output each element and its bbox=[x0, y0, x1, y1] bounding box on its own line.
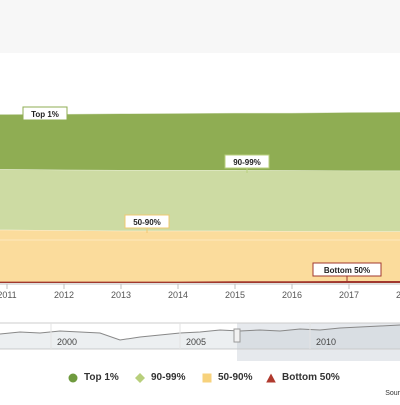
series-areas bbox=[0, 111, 400, 283]
x-tick-label: 2016 bbox=[282, 290, 302, 300]
annotation-text: Top 1% bbox=[31, 110, 59, 119]
navigator-tick-label: 2000 bbox=[57, 337, 77, 347]
navigator-line bbox=[0, 324, 400, 341]
navigator-tick-label: 2010 bbox=[316, 337, 336, 347]
x-tick-label: 2015 bbox=[225, 290, 245, 300]
area-top-1 bbox=[0, 112, 400, 171]
annotation-text: 50-90% bbox=[133, 218, 161, 227]
legend-item-90-99[interactable]: 90-99% bbox=[135, 372, 185, 383]
legend-marker-50-90 bbox=[202, 373, 212, 382]
legend-marker-bottom-50 bbox=[266, 373, 276, 382]
legend-label: Top 1% bbox=[84, 372, 119, 383]
legend-item-50-90[interactable]: 50-90% bbox=[202, 372, 252, 383]
navigator-tick-label: 2005 bbox=[186, 337, 206, 347]
area-90-99 bbox=[0, 169, 400, 232]
legend-label: 50-90% bbox=[218, 372, 253, 383]
source-note: Sour bbox=[385, 390, 400, 397]
top-toolbar-area bbox=[0, 0, 400, 53]
annotation-label: 90-99% bbox=[224, 154, 270, 173]
navigator-area bbox=[0, 325, 400, 349]
legend-marker-top-1 bbox=[68, 373, 78, 382]
x-tick-label: 2013 bbox=[111, 290, 131, 300]
annotation-text: Bottom 50% bbox=[324, 266, 370, 275]
area-50-90 bbox=[0, 229, 400, 282]
annotation-text: 90-99% bbox=[233, 158, 261, 167]
legend-marker-90-99 bbox=[135, 372, 145, 383]
x-tick-label: 2011 bbox=[0, 290, 17, 300]
legend-label: Bottom 50% bbox=[282, 372, 340, 383]
annotation-label: Top 1% bbox=[22, 106, 68, 125]
legend-label: 90-99% bbox=[151, 372, 186, 383]
x-tick-label: 2012 bbox=[54, 290, 74, 300]
legend-item-bottom-50[interactable]: Bottom 50% bbox=[266, 372, 340, 383]
annotation-label: Bottom 50% bbox=[312, 262, 382, 281]
x-tick-label: 2018 bbox=[396, 290, 400, 300]
navigator-scroll-thumb bbox=[237, 349, 400, 361]
navigator-selected-range bbox=[237, 323, 400, 349]
navigator: 2000 2005 2010 bbox=[0, 322, 400, 361]
legend: Top 1% 90-99% 50-90% Bottom 50% bbox=[0, 368, 400, 392]
legend-item-top-1[interactable]: Top 1% bbox=[68, 372, 119, 383]
annotation-label: 50-90% bbox=[124, 214, 170, 233]
x-tick-label: 2014 bbox=[168, 290, 188, 300]
x-tick-label: 2017 bbox=[339, 290, 359, 300]
navigator-handle bbox=[233, 328, 241, 343]
